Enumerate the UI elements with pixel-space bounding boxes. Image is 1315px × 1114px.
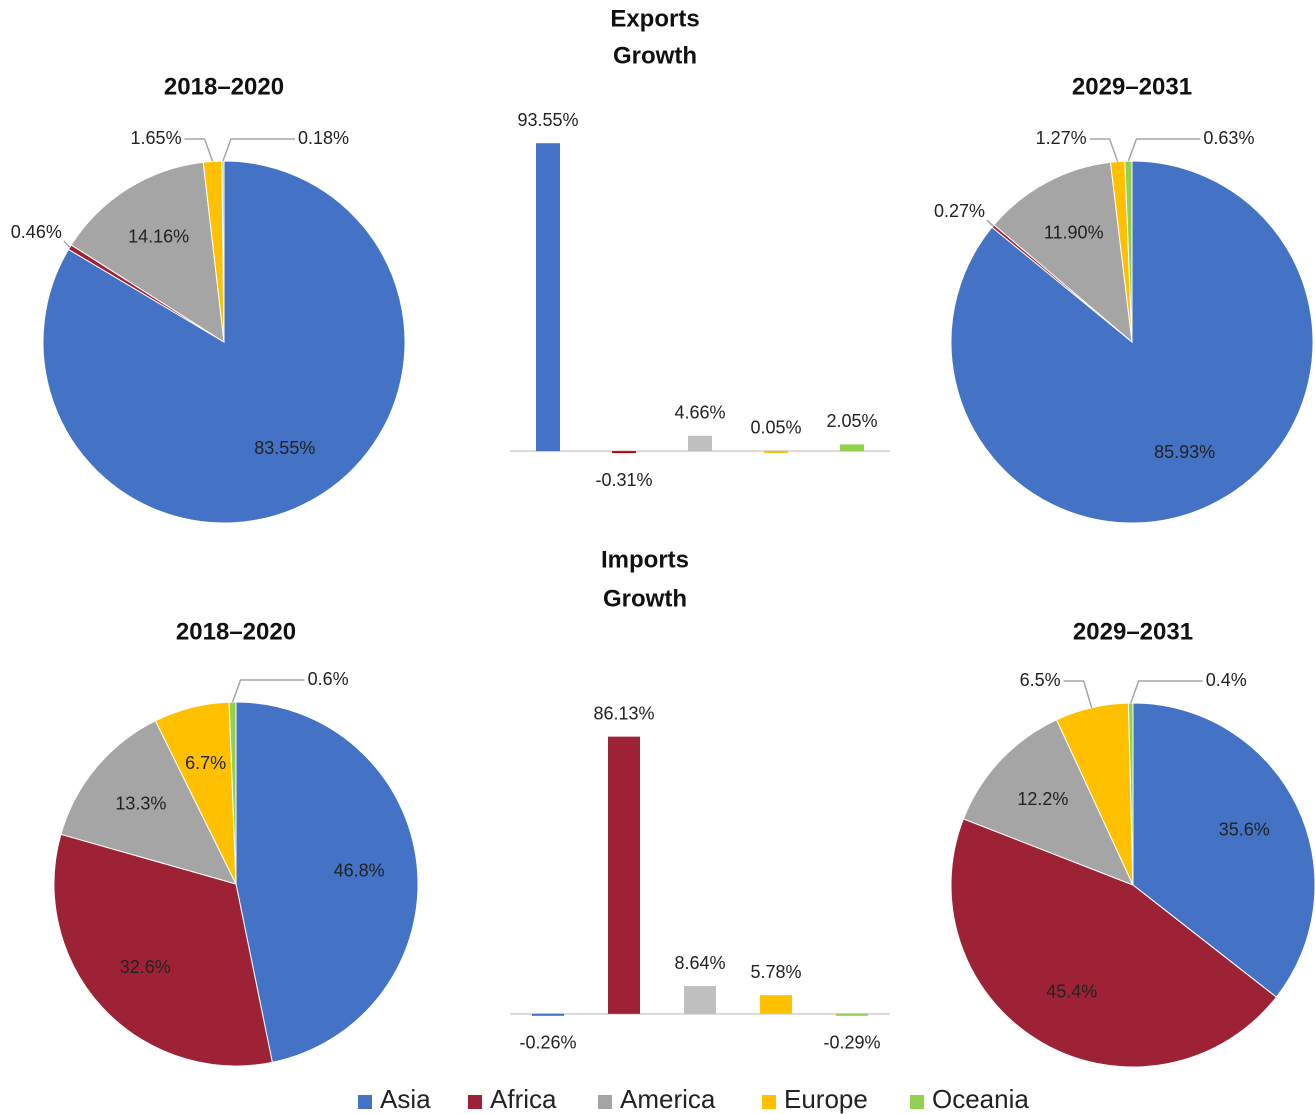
pie-slice: [993, 161, 1133, 344]
bar-title: Imports: [601, 546, 689, 573]
bar: [760, 995, 792, 1014]
data-label: 93.55%: [517, 110, 578, 130]
data-label: 8.64%: [674, 953, 725, 973]
bar: [536, 143, 560, 452]
data-label: 0.05%: [750, 418, 801, 438]
data-label: 4.66%: [674, 403, 725, 423]
legend-label: Europe: [784, 1084, 868, 1114]
legend-label: Asia: [380, 1084, 431, 1114]
data-label: 46.8%: [334, 860, 385, 880]
leader-line: [1089, 138, 1119, 162]
legend-label: America: [620, 1084, 716, 1114]
bar-title: Growth: [603, 585, 687, 612]
pie-slice: [950, 818, 1278, 1068]
pie-slice: [53, 833, 273, 1067]
legend-swatch: [762, 1095, 776, 1109]
data-label: 85.93%: [1154, 442, 1215, 462]
data-label: 45.4%: [1046, 981, 1097, 1001]
data-label: 2.05%: [826, 411, 877, 431]
pie-slice: [221, 160, 225, 343]
data-label: 11.90%: [1044, 222, 1104, 242]
bar: [836, 1013, 868, 1016]
legend-label: Africa: [490, 1084, 557, 1114]
data-label: 0.63%: [1203, 128, 1254, 148]
pie-title: 2018–2020: [176, 618, 296, 645]
leader-line: [1130, 680, 1203, 704]
legend-swatch: [598, 1095, 612, 1109]
data-label: 86.13%: [593, 703, 654, 723]
leader-line: [184, 138, 214, 162]
bar: [612, 451, 636, 454]
data-label: 1.65%: [131, 128, 182, 148]
pie-title: 2029–2031: [1073, 618, 1193, 645]
bar: [684, 986, 716, 1014]
pie-title: 2018–2020: [164, 73, 284, 100]
bar: [840, 444, 864, 452]
pie-slice: [1132, 702, 1315, 998]
data-label: 1.27%: [1036, 128, 1087, 148]
data-label: 14.16%: [128, 226, 189, 246]
pie-slice: [235, 701, 419, 1063]
data-label: 12.2%: [1017, 789, 1068, 809]
bar: [532, 1013, 564, 1016]
data-label: 0.18%: [298, 128, 349, 148]
pie-slice: [962, 719, 1134, 886]
data-label: 6.5%: [1020, 670, 1061, 690]
data-label: 0.4%: [1206, 670, 1247, 690]
data-label: 0.6%: [308, 669, 349, 689]
bar-title: Exports: [610, 5, 699, 32]
bar: [764, 450, 788, 453]
bar: [608, 736, 640, 1014]
leader-line: [222, 138, 295, 162]
bar-title: Growth: [613, 42, 697, 69]
data-label: 0.27%: [934, 201, 985, 221]
data-label: -0.29%: [823, 1033, 880, 1053]
legend-label: Oceania: [932, 1084, 1029, 1114]
data-label: 83.55%: [254, 438, 315, 458]
leader-line: [1127, 138, 1201, 162]
data-label: -0.31%: [595, 470, 652, 490]
leader-line: [1063, 680, 1093, 708]
pie-slice: [70, 161, 225, 343]
data-label: 5.78%: [750, 962, 801, 982]
legend-swatch: [358, 1095, 372, 1109]
data-label: 32.6%: [120, 957, 171, 977]
legend-swatch: [910, 1095, 924, 1109]
bar: [688, 435, 712, 452]
data-label: -0.26%: [519, 1033, 576, 1053]
data-label: 0.46%: [11, 222, 62, 242]
legend-swatch: [468, 1095, 482, 1109]
data-label: 13.3%: [115, 794, 166, 814]
pie-slice: [60, 720, 237, 885]
leader-line: [63, 240, 71, 248]
data-label: 35.6%: [1219, 820, 1270, 840]
leader-line: [986, 219, 994, 227]
leader-line: [231, 679, 305, 703]
pie-title: 2029–2031: [1072, 73, 1192, 100]
data-label: 6.7%: [185, 753, 226, 773]
